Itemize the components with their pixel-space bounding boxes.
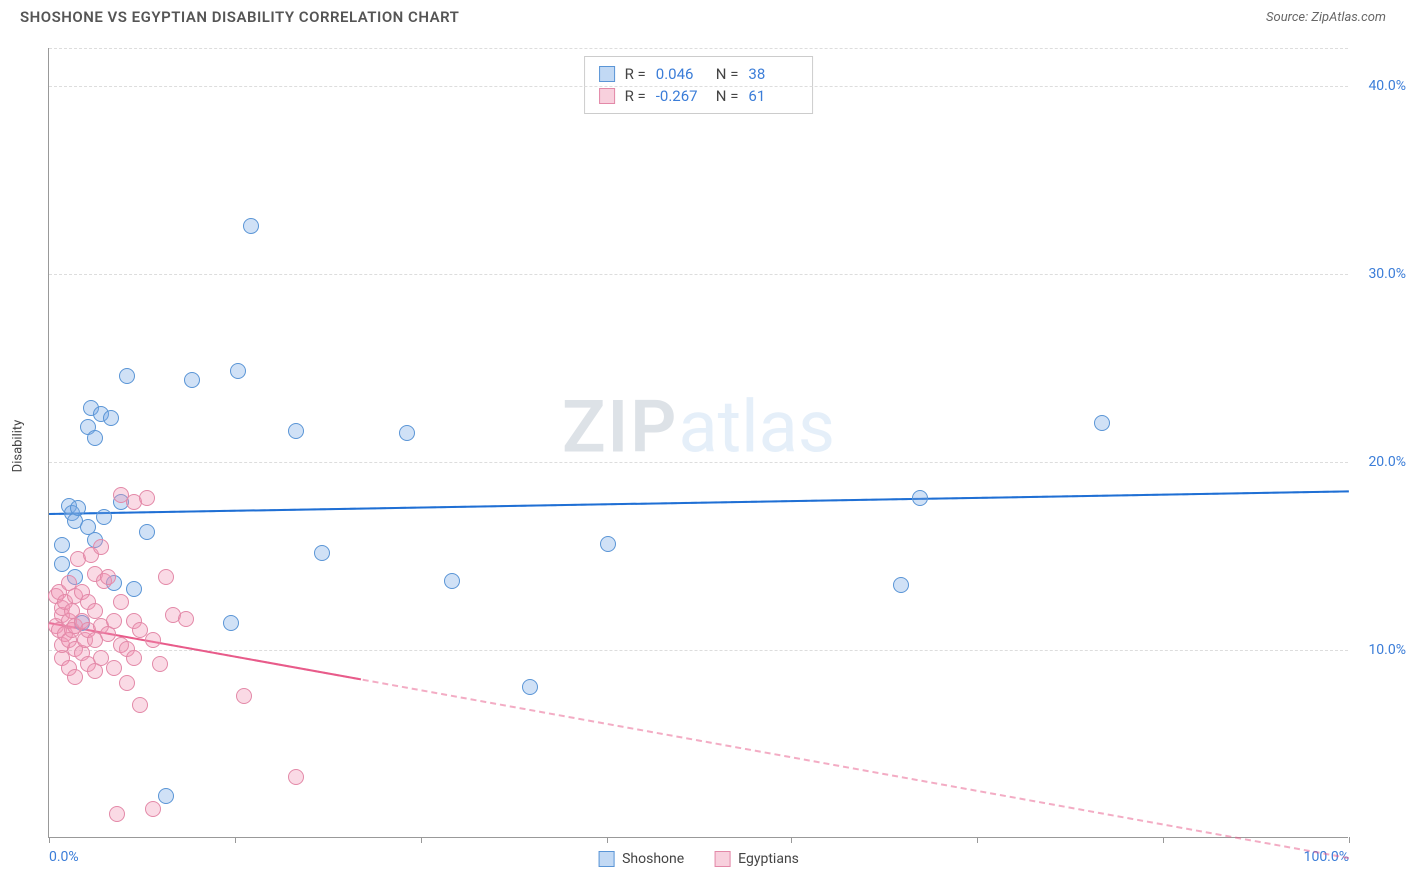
watermark: ZIPatlas [562,384,835,469]
y-axis-label: Disability [11,420,26,473]
stats-row-shoshone: R = 0.046 N = 38 [599,63,799,85]
data-point [145,801,161,817]
data-point [158,788,174,804]
data-point [158,569,174,585]
gridline [49,462,1348,463]
y-tick-label: 40.0% [1368,78,1406,94]
data-point [912,490,928,506]
data-point [87,603,103,619]
data-point [223,615,239,631]
swatch-shoshone [599,66,615,82]
data-point [126,650,142,666]
legend-swatch-shoshone [598,851,614,867]
stats-row-egyptians: R = -0.267 N = 61 [599,85,799,107]
data-point [106,660,122,676]
data-point [288,769,304,785]
data-point [893,577,909,593]
x-tick-label: 0.0% [49,849,79,865]
data-point [236,688,252,704]
data-point [139,524,155,540]
x-tick [977,837,978,843]
x-tick [1163,837,1164,843]
chart-title: SHOSHONE VS EGYPTIAN DISABILITY CORRELAT… [20,8,459,26]
swatch-egyptians [599,88,615,104]
data-point [87,430,103,446]
data-point [54,537,70,553]
x-tick [607,837,608,843]
scatter-chart: ZIPatlas R = 0.046 N = 38 R = -0.267 N =… [48,48,1348,838]
data-point [119,368,135,384]
data-point [113,594,129,610]
data-point [600,536,616,552]
data-point [1094,415,1110,431]
gridline [49,48,1348,49]
data-point [230,363,246,379]
data-point [93,539,109,555]
legend-item-shoshone: Shoshone [598,851,684,867]
data-point [109,806,125,822]
x-tick [1349,837,1350,843]
data-point [100,569,116,585]
n-value-shoshone: 38 [748,65,798,83]
data-point [243,218,259,234]
trend-line [49,490,1349,515]
gridline [49,650,1348,651]
data-point [54,556,70,572]
x-tick [235,837,236,843]
source-label: Source: ZipAtlas.com [1266,10,1386,25]
gridline [49,86,1348,87]
legend-item-egyptians: Egyptians [714,851,799,867]
y-tick-label: 10.0% [1368,642,1406,658]
y-tick-label: 30.0% [1368,266,1406,282]
data-point [119,675,135,691]
data-point [522,679,538,695]
data-point [126,581,142,597]
data-point [152,656,168,672]
data-point [139,490,155,506]
n-value-egyptians: 61 [748,87,798,105]
data-point [145,632,161,648]
data-point [399,425,415,441]
data-point [67,669,83,685]
data-point [314,545,330,561]
data-point [288,423,304,439]
data-point [178,611,194,627]
data-point [96,509,112,525]
data-point [70,500,86,516]
legend-swatch-egyptians [714,851,730,867]
r-value-egyptians: -0.267 [656,87,706,105]
data-point [184,372,200,388]
x-tick [49,837,50,843]
gridline [49,274,1348,275]
data-point [132,697,148,713]
x-tick [421,837,422,843]
x-tick [791,837,792,843]
data-point [106,613,122,629]
data-point [444,573,460,589]
r-value-shoshone: 0.046 [656,65,706,83]
legend: Shoshone Egyptians [598,851,799,867]
data-point [103,410,119,426]
y-tick-label: 20.0% [1368,454,1406,470]
